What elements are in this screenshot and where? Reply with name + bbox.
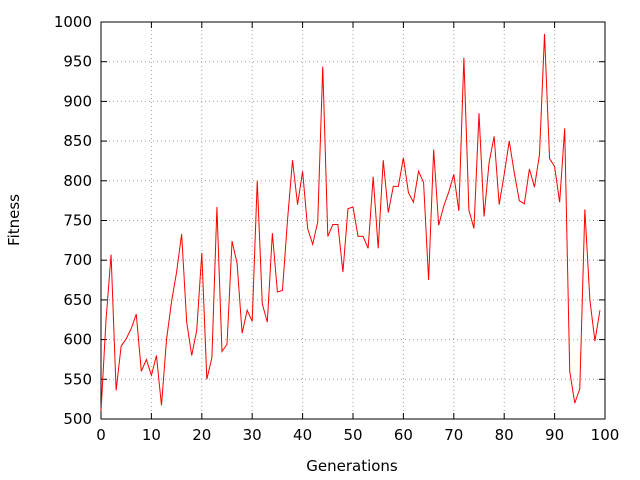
y-tick-label: 550 xyxy=(63,370,92,388)
y-tick-label: 500 xyxy=(63,410,92,428)
x-tick-label: 60 xyxy=(394,426,413,444)
x-tick-label: 50 xyxy=(343,426,362,444)
x-tick-label: 80 xyxy=(495,426,514,444)
y-axis-label: Fitness xyxy=(5,194,23,246)
x-tick-label: 20 xyxy=(192,426,211,444)
y-tick-label: 650 xyxy=(63,291,92,309)
x-tick-label: 30 xyxy=(243,426,262,444)
x-tick-label: 40 xyxy=(293,426,312,444)
y-tick-label: 1000 xyxy=(54,13,92,31)
x-tick-label: 10 xyxy=(142,426,161,444)
y-tick-label: 950 xyxy=(63,53,92,71)
y-tick-label: 700 xyxy=(63,251,92,269)
y-tick-label: 850 xyxy=(63,132,92,150)
x-axis-label: Generations xyxy=(306,457,398,475)
fitness-series-line xyxy=(100,33,601,412)
y-tick-label: 900 xyxy=(63,92,92,110)
x-tick-label: 0 xyxy=(96,426,106,444)
y-tick-label: 750 xyxy=(63,212,92,230)
x-tick-label: 100 xyxy=(591,426,620,444)
y-tick-label: 800 xyxy=(63,172,92,190)
tick-labels: 0 10 20 30 40 50 60 70 80 90 100 500 550 600 650 700 750… xyxy=(54,13,620,444)
x-tick-label: 90 xyxy=(545,426,564,444)
x-tick-label: 70 xyxy=(444,426,463,444)
y-tick-label: 600 xyxy=(63,331,92,349)
axis-ticks xyxy=(100,21,606,420)
grid-lines xyxy=(101,22,605,419)
